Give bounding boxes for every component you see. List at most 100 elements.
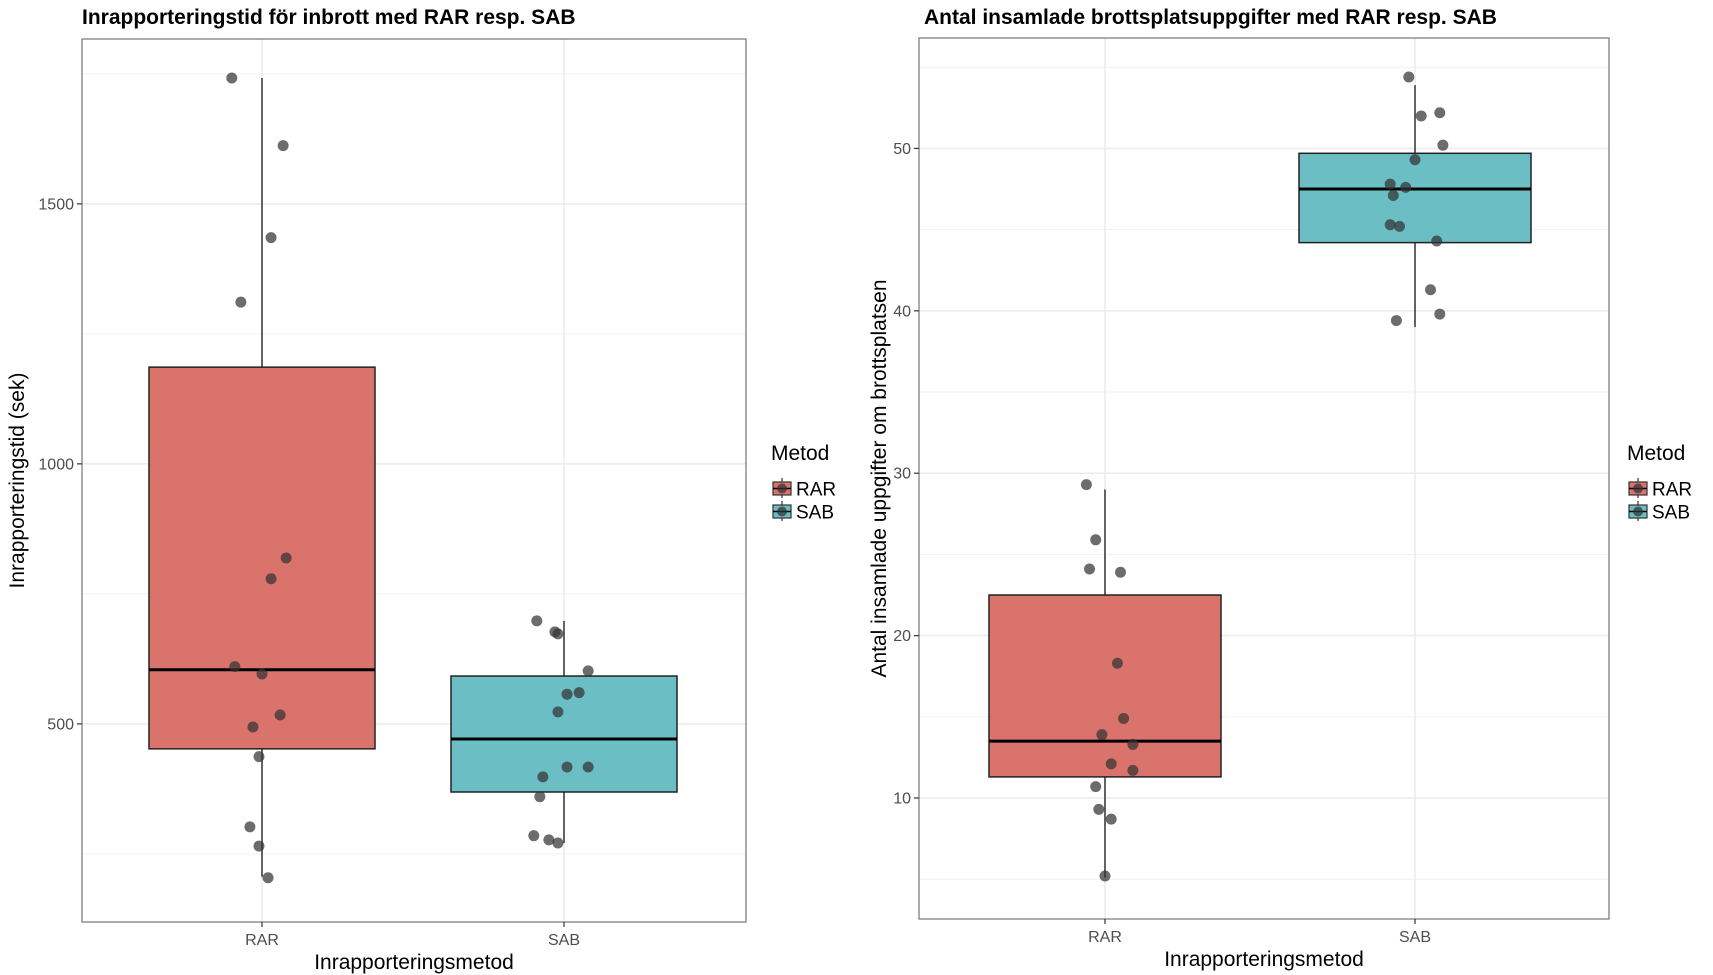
data-point-sab bbox=[1400, 181, 1412, 193]
data-point-rar bbox=[229, 661, 241, 673]
legend-item-sab: SAB bbox=[1628, 501, 1690, 524]
data-point-sab bbox=[582, 761, 594, 773]
legend-key-point bbox=[777, 506, 787, 517]
data-point-rar bbox=[1090, 781, 1102, 793]
legend-item-rar: RAR bbox=[1628, 478, 1692, 501]
box-sab bbox=[1298, 85, 1532, 328]
legend-label: SAB bbox=[796, 503, 834, 524]
x-axis-title: Inrapporteringsmetod bbox=[1164, 948, 1364, 971]
x-tick-label: SAB bbox=[548, 932, 580, 949]
data-point-rar bbox=[244, 821, 256, 833]
data-point-sab bbox=[537, 771, 549, 783]
box-body bbox=[1298, 152, 1532, 244]
data-point-rar bbox=[265, 232, 277, 244]
x-tick-label: RAR bbox=[1088, 929, 1122, 946]
y-tick-label: 30 bbox=[893, 466, 911, 483]
data-point-rar bbox=[274, 709, 286, 721]
data-point-rar bbox=[265, 573, 277, 585]
data-point-rar bbox=[235, 296, 247, 308]
y-tick-label: 50 bbox=[893, 141, 911, 158]
data-point-rar bbox=[1093, 803, 1105, 815]
data-point-sab bbox=[1409, 154, 1421, 166]
legend-item-sab: SAB bbox=[772, 501, 834, 524]
data-point-rar bbox=[1080, 479, 1092, 491]
data-point-rar bbox=[1127, 764, 1139, 776]
box-rar bbox=[988, 489, 1222, 878]
chart-title: Antal insamlade brottsplatsuppgifter med… bbox=[924, 6, 1497, 29]
data-point-rar bbox=[1105, 813, 1117, 825]
legend-key-point bbox=[777, 483, 787, 494]
panel-border bbox=[81, 38, 747, 923]
data-point-rar bbox=[1111, 657, 1123, 669]
data-point-rar bbox=[253, 751, 265, 763]
data-point-sab bbox=[1384, 178, 1396, 190]
data-point-rar bbox=[1115, 566, 1126, 578]
data-point-rar bbox=[1099, 870, 1111, 882]
x-axis-title: Inrapporteringsmetod bbox=[314, 951, 514, 974]
data-point-sab bbox=[1415, 110, 1427, 122]
legend-label: SAB bbox=[1652, 503, 1690, 524]
data-point-sab bbox=[531, 615, 543, 627]
data-point-sab bbox=[1394, 220, 1405, 232]
data-point-sab bbox=[534, 791, 546, 803]
legend-title: Metod bbox=[771, 442, 829, 465]
box-body bbox=[988, 594, 1222, 778]
y-tick-label: 1500 bbox=[38, 196, 74, 213]
legend-key-point bbox=[1633, 483, 1643, 494]
y-tick-label: 1000 bbox=[38, 456, 74, 473]
y-axis-title: Antal insamlade uppgifter om brottsplats… bbox=[868, 279, 891, 677]
x-tick-label: SAB bbox=[1399, 929, 1431, 946]
data-point-rar bbox=[256, 668, 268, 680]
data-point-sab bbox=[582, 665, 594, 677]
chart-title: Inrapporteringstid för inbrott med RAR r… bbox=[82, 6, 576, 29]
data-point-sab bbox=[1390, 315, 1402, 327]
x-tick-label: RAR bbox=[245, 932, 279, 949]
data-point-sab bbox=[552, 706, 564, 718]
data-point-rar bbox=[253, 840, 265, 852]
data-point-rar bbox=[247, 721, 259, 733]
data-point-sab bbox=[1384, 219, 1396, 231]
data-point-sab bbox=[1434, 308, 1446, 320]
panel-border bbox=[918, 37, 1610, 920]
data-point-rar bbox=[262, 872, 274, 884]
data-point-rar bbox=[1105, 758, 1117, 770]
data-point-sab bbox=[573, 687, 585, 699]
data-point-sab bbox=[528, 830, 540, 842]
data-point-sab bbox=[1403, 71, 1415, 83]
data-point-rar bbox=[1096, 729, 1108, 741]
data-point-rar bbox=[1090, 534, 1102, 546]
box-body bbox=[148, 366, 376, 750]
y-axis-title: Inrapporteringstid (sek) bbox=[6, 373, 29, 589]
legend-label: RAR bbox=[1652, 480, 1692, 501]
data-point-sab bbox=[1425, 284, 1436, 296]
data-point-rar bbox=[280, 552, 292, 564]
box-sab bbox=[450, 620, 678, 843]
data-point-sab bbox=[552, 628, 564, 640]
legend-key-point bbox=[1633, 506, 1643, 517]
legend-label: RAR bbox=[796, 480, 836, 501]
data-point-sab bbox=[561, 688, 573, 700]
data-point-rar bbox=[226, 72, 238, 84]
data-point-sab bbox=[543, 834, 555, 846]
data-point-sab bbox=[1437, 139, 1449, 151]
y-tick-label: 500 bbox=[47, 716, 74, 733]
data-point-sab bbox=[1431, 235, 1443, 247]
y-tick-label: 10 bbox=[893, 791, 911, 808]
data-point-rar bbox=[1127, 738, 1139, 750]
box-rar bbox=[148, 78, 376, 877]
data-point-rar bbox=[1118, 712, 1130, 724]
data-point-rar bbox=[1084, 563, 1095, 575]
data-point-sab bbox=[552, 837, 564, 849]
y-tick-label: 40 bbox=[893, 303, 911, 320]
y-tick-label: 20 bbox=[893, 628, 911, 645]
data-point-rar bbox=[277, 140, 289, 152]
legend-title: Metod bbox=[1627, 442, 1685, 465]
data-point-sab bbox=[1387, 190, 1399, 202]
data-point-sab bbox=[1434, 107, 1446, 119]
legend-item-rar: RAR bbox=[772, 478, 836, 501]
